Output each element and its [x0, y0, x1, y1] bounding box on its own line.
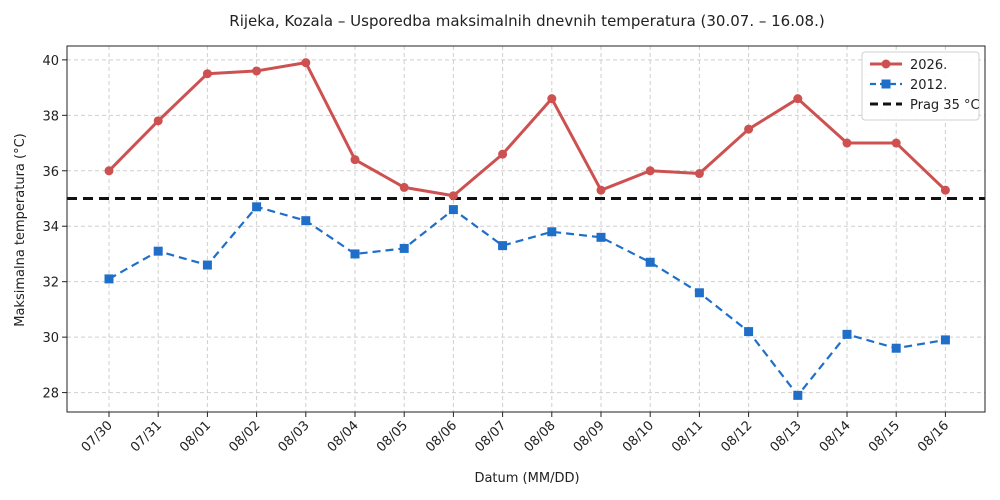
- x-axis-label: Datum (MM/DD): [474, 471, 579, 486]
- data-point-marker: [891, 138, 901, 148]
- data-point-marker: [498, 149, 508, 159]
- y-tick-label: 36: [42, 165, 59, 180]
- y-axis-ticks: 28 30 32 34 36 38 40: [42, 54, 67, 402]
- x-tick-label: 07/31: [128, 418, 165, 455]
- data-point-marker: [694, 288, 704, 298]
- y-axis-label: Maksimalna temperatura (°C): [13, 133, 28, 327]
- chart-title: Rijeka, Kozala – Usporedba maksimalnih d…: [229, 12, 824, 30]
- data-point-marker: [153, 246, 163, 256]
- data-point-marker: [498, 241, 508, 251]
- x-tick-label: 08/11: [669, 418, 706, 455]
- data-point-marker: [694, 169, 704, 179]
- data-point-marker: [744, 124, 754, 134]
- data-point-marker: [104, 274, 114, 284]
- x-tick-label: 08/16: [915, 418, 952, 455]
- data-point-marker: [596, 232, 606, 242]
- x-tick-label: 07/30: [79, 418, 116, 455]
- data-point-marker: [252, 66, 262, 76]
- legend-label: Prag 35 °C: [910, 98, 980, 113]
- legend-box: [861, 51, 980, 121]
- legend-marker: [881, 59, 891, 69]
- data-point-marker: [153, 116, 163, 126]
- data-point-marker: [645, 166, 655, 176]
- legend-label: 2012.: [910, 78, 947, 93]
- series-line-1: [107, 61, 947, 198]
- x-tick-label: 08/05: [374, 418, 411, 455]
- x-tick-label: 08/14: [817, 418, 854, 455]
- data-point-marker: [448, 191, 458, 201]
- x-tick-label: 08/08: [522, 418, 559, 455]
- data-point-marker: [842, 329, 852, 339]
- data-point-marker: [842, 138, 852, 148]
- data-point-marker: [202, 69, 212, 79]
- legend: 2026. 2012. Prag 35 °C: [861, 51, 980, 121]
- data-point-marker: [793, 94, 803, 104]
- y-tick-label: 38: [42, 109, 59, 124]
- data-point-marker: [547, 227, 557, 237]
- x-tick-label: 08/12: [718, 418, 755, 455]
- data-point-marker: [596, 185, 606, 195]
- series-line-2: [108, 205, 946, 397]
- x-axis-ticks: 07/30 07/31 08/01 08/02 08/03 08/04 08/05 08/06…: [79, 412, 952, 455]
- plot-area-frame: [66, 45, 986, 413]
- grid: [67, 46, 985, 412]
- data-point-marker: [252, 202, 262, 212]
- data-point-marker: [301, 58, 311, 68]
- data-point-marker: [104, 166, 114, 176]
- data-point-marker: [399, 182, 409, 192]
- x-tick-label: 08/10: [620, 418, 657, 455]
- y-tick-label: 30: [42, 331, 59, 346]
- data-point-marker: [350, 249, 360, 259]
- x-tick-label: 08/07: [472, 418, 509, 455]
- data-point-marker: [940, 335, 950, 345]
- x-tick-label: 08/01: [177, 418, 214, 455]
- data-point-marker: [448, 205, 458, 215]
- x-tick-label: 08/06: [423, 418, 460, 455]
- x-tick-label: 08/04: [325, 418, 362, 455]
- x-tick-label: 08/15: [866, 418, 903, 455]
- y-tick-label: 34: [42, 220, 59, 235]
- data-point-marker: [399, 243, 409, 253]
- series-layer: [104, 58, 950, 400]
- data-point-marker: [301, 216, 311, 226]
- x-tick-label: 08/13: [768, 418, 805, 455]
- data-point-marker: [940, 185, 950, 195]
- legend-label: 2026.: [910, 58, 947, 73]
- data-point-marker: [547, 94, 557, 104]
- x-tick-label: 08/03: [276, 418, 313, 455]
- y-tick-label: 40: [42, 54, 59, 69]
- x-tick-label: 08/02: [226, 418, 263, 455]
- data-point-marker: [891, 343, 901, 353]
- data-point-marker: [350, 155, 360, 165]
- y-tick-label: 28: [42, 387, 59, 402]
- data-point-marker: [202, 260, 212, 270]
- data-point-marker: [744, 327, 754, 337]
- data-point-marker: [645, 257, 655, 267]
- data-point-marker: [793, 390, 803, 400]
- y-tick-label: 32: [42, 276, 59, 291]
- legend-marker: [881, 79, 891, 89]
- x-tick-label: 08/09: [571, 418, 608, 455]
